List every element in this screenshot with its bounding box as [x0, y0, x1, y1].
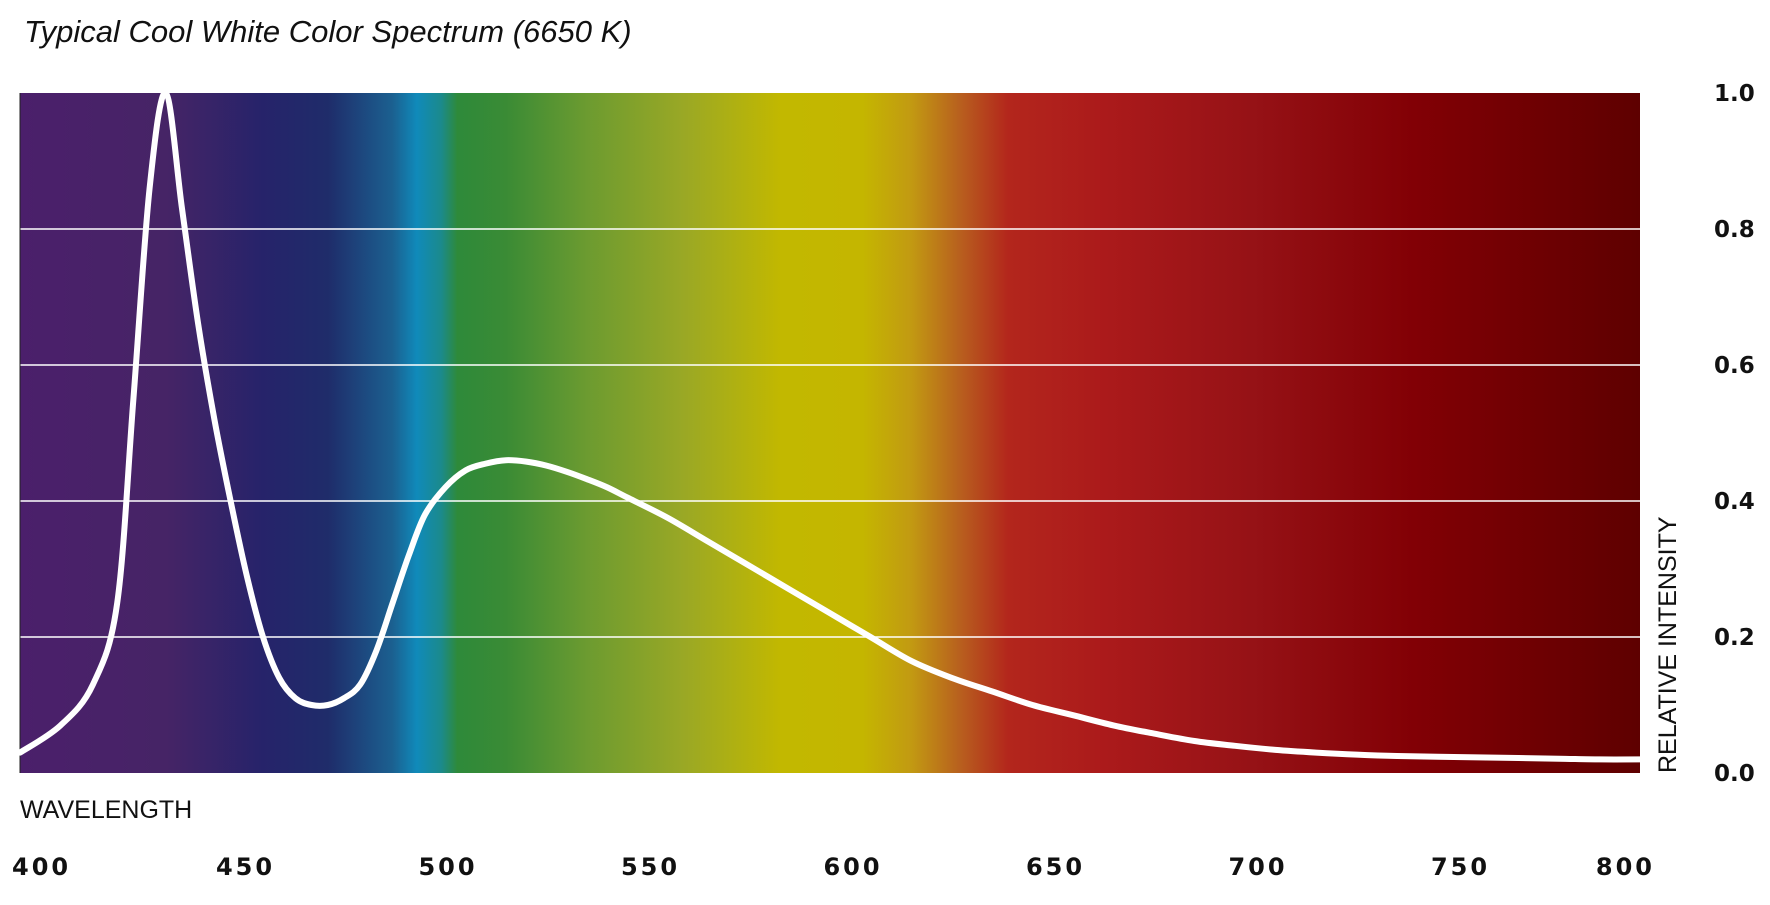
y-tick-label: 0.8: [1714, 217, 1755, 243]
gridlines: [20, 228, 1640, 638]
x-tick-label: 550: [621, 853, 680, 881]
y-tick-label: 1.0: [1714, 81, 1755, 107]
x-tick-label: 800: [1596, 853, 1655, 881]
y-tick-label: 0.6: [1714, 353, 1755, 379]
y-tick-labels: 0.0 0.2 0.4 0.6 0.8 1.0: [1714, 81, 1755, 787]
x-tick-label: 450: [216, 853, 275, 881]
y-axis-label: RELATIVE INTENSITY: [1654, 516, 1682, 773]
x-axis-label: WAVELENGTH: [20, 796, 192, 824]
x-tick-label: 750: [1431, 853, 1490, 881]
x-tick-labels: 400 450 500 550 600 650 700 750 800: [12, 853, 1655, 881]
x-tick-label: 400: [12, 853, 71, 881]
y-tick-label: 0.0: [1714, 761, 1755, 787]
x-tick-label: 650: [1026, 853, 1085, 881]
spectrum-background: [20, 93, 1640, 773]
x-tick-label: 600: [823, 853, 882, 881]
chart-title: Typical Cool White Color Spectrum (6650 …: [24, 14, 632, 49]
intensity-line: [17, 89, 1643, 763]
y-tick-label: 0.4: [1714, 489, 1755, 515]
y-tick-label: 0.2: [1714, 625, 1755, 651]
x-tick-label: 500: [418, 853, 477, 881]
x-tick-label: 700: [1228, 853, 1287, 881]
